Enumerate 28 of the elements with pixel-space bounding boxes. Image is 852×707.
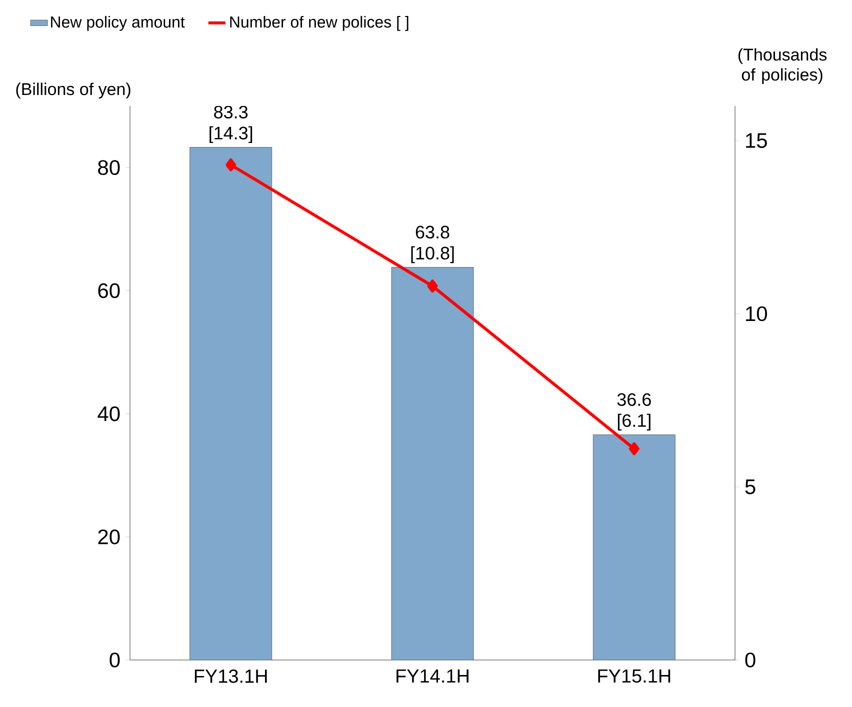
data-label: 63.8 <box>416 226 450 239</box>
data-label: [6.1] <box>618 414 650 431</box>
data-label: 36.6 <box>617 393 651 406</box>
legend-label: New policy amount <box>51 16 185 31</box>
y-tick-label: 40 <box>98 406 120 422</box>
point <box>628 442 640 456</box>
data-label: 83.3 <box>214 106 248 118</box>
y-tick-label: 0 <box>110 652 120 668</box>
y-tick-label: 20 <box>98 529 120 544</box>
y2-tick-label: 5 <box>745 480 756 494</box>
y2-axis-title: (Thousands of policies) <box>738 48 827 84</box>
point <box>226 158 236 172</box>
y2-tick-label: 0 <box>745 652 756 668</box>
y-tick-label: 80 <box>98 160 120 175</box>
y-axis-title: (Billions of yen) <box>16 82 130 99</box>
legend-label: Number of new polices [ ] <box>230 16 408 31</box>
bar <box>592 434 676 660</box>
bar <box>190 147 272 660</box>
point <box>427 280 438 293</box>
y2-tick-label: 15 <box>746 133 767 148</box>
y-tick-label: 60 <box>98 283 120 298</box>
x-tick-label: FY13.1H <box>194 669 267 683</box>
bar <box>391 267 474 660</box>
data-label: [10.8] <box>411 246 454 264</box>
y2-tick-label: 10 <box>746 306 767 322</box>
data-label: [14.3] <box>210 126 252 144</box>
x-tick-label: FY14.1H <box>396 669 468 683</box>
x-tick-label: FY15.1H <box>598 669 670 683</box>
